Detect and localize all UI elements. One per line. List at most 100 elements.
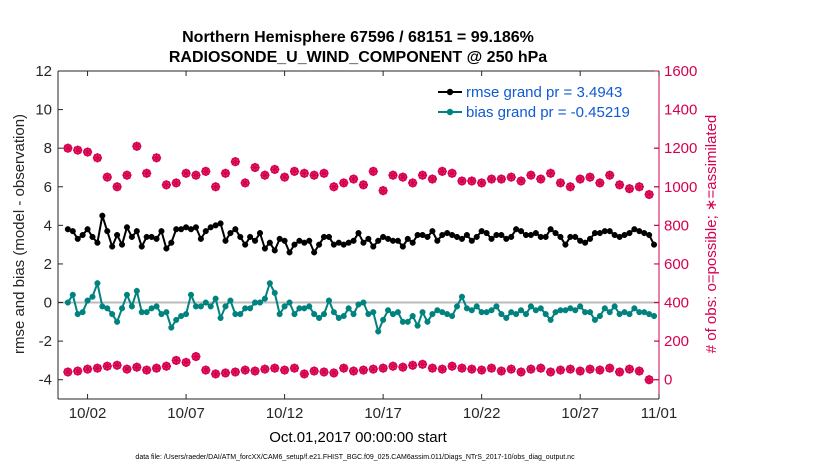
- rmse-point: [109, 243, 116, 250]
- obs-assimilated-point: [467, 364, 477, 374]
- bias-point: [261, 295, 268, 302]
- obs-assimilated-point-upper: [644, 189, 654, 200]
- rmse-point: [542, 233, 549, 240]
- bias-point: [601, 305, 608, 312]
- rmse-point: [552, 230, 559, 237]
- bias-point: [79, 309, 86, 316]
- obs-assimilated-point-upper: [112, 182, 122, 192]
- bias-point: [468, 307, 475, 314]
- obs-assimilated-point-upper: [280, 172, 290, 182]
- obs-assimilated-point-upper: [437, 166, 447, 176]
- obs-assimilated-point-upper: [526, 170, 536, 180]
- y-left-tick-label: 4: [44, 217, 52, 234]
- obs-assimilated-point: [299, 369, 309, 379]
- obs-assimilated-point: [211, 369, 221, 379]
- bias-point: [320, 311, 328, 318]
- obs-assimilated-point-upper: [348, 174, 359, 184]
- bias-point: [547, 316, 554, 323]
- rmse-point: [572, 233, 579, 240]
- rmse-point: [104, 228, 111, 235]
- obs-assimilated-point: [142, 365, 152, 375]
- rmse-point: [325, 233, 332, 240]
- obs-assimilated-point: [585, 364, 595, 374]
- bias-point: [276, 311, 283, 318]
- bias-point: [247, 305, 254, 312]
- obs-assimilated-point-upper: [181, 168, 191, 178]
- obs-assimilated-point-upper: [230, 157, 240, 167]
- bias-point: [493, 303, 500, 310]
- rmse-point: [197, 235, 204, 242]
- bias-point: [89, 293, 96, 300]
- x-tick-label: 11/01: [641, 405, 677, 422]
- rmse-point: [468, 237, 475, 244]
- rmse-point: [74, 235, 81, 242]
- obs-assimilated-point-upper: [427, 174, 437, 184]
- bias-point: [375, 328, 382, 335]
- rmse-point: [355, 230, 362, 237]
- bias-point: [498, 311, 505, 318]
- bias-point: [173, 316, 180, 323]
- obs-assimilated-point: [270, 363, 280, 373]
- rmse-point: [306, 237, 313, 244]
- obs-assimilated-point: [260, 364, 270, 374]
- obs-assimilated-point: [161, 361, 171, 371]
- y-left-tick-label: 10: [35, 102, 52, 119]
- obs-assimilated-point-upper: [358, 180, 369, 190]
- rmse-point: [114, 231, 121, 239]
- obs-assimilated-point: [230, 367, 240, 377]
- bias-point: [651, 312, 658, 320]
- obs-assimilated-point: [496, 366, 506, 376]
- bias-point: [518, 307, 525, 314]
- y-right-tick-label: 1200: [664, 140, 697, 157]
- obs-assimilated-point: [191, 351, 201, 362]
- bias-point: [385, 307, 392, 314]
- obs-assimilated-point-upper: [536, 174, 546, 184]
- obs-assimilated-point-upper: [250, 162, 260, 173]
- rmse-point: [163, 245, 170, 252]
- obs-assimilated-point-upper: [132, 141, 142, 151]
- bias-point: [606, 309, 613, 316]
- rmse-point: [350, 237, 357, 244]
- rmse-point: [394, 237, 401, 244]
- bias-point: [542, 311, 549, 318]
- obs-assimilated-point: [506, 364, 516, 374]
- obs-assimilated-point: [171, 355, 181, 366]
- bias-point: [380, 316, 387, 323]
- rmse-point: [311, 249, 318, 256]
- x-tick-label: 10/17: [364, 405, 402, 422]
- bias-point: [572, 307, 579, 314]
- rmse-point: [606, 228, 613, 235]
- obs-assimilated-point: [388, 361, 398, 371]
- y-right-tick-label: 600: [664, 256, 689, 273]
- bias-point: [591, 316, 599, 323]
- rmse-point: [518, 228, 525, 235]
- obs-assimilated-point-upper: [417, 170, 428, 180]
- obs-assimilated-point: [132, 362, 142, 372]
- bias-point: [163, 309, 170, 316]
- chart-subtitle: RADIOSONDE_U_WIND_COMPONENT @ 250 hPa: [169, 49, 547, 66]
- obs-assimilated-point-upper: [319, 168, 329, 178]
- bias-point: [271, 289, 278, 296]
- rmse-point: [247, 233, 254, 240]
- rmse-point: [582, 239, 589, 246]
- obs-assimilated-point-upper: [634, 182, 644, 192]
- bias-point: [513, 311, 520, 318]
- bias-point: [183, 311, 190, 318]
- rmse-point: [153, 235, 160, 242]
- obs-assimilated-point-upper: [624, 184, 635, 194]
- obs-assimilated-point-upper: [73, 145, 83, 155]
- rmse-point: [242, 241, 249, 248]
- bias-point: [458, 293, 466, 300]
- x-tick-label: 10/22: [463, 405, 501, 422]
- legend-label-bias: bias grand pr = -0.45219: [466, 104, 630, 121]
- rmse-point: [89, 233, 96, 240]
- bias-point: [330, 309, 337, 316]
- bias-point: [143, 309, 150, 316]
- obs-assimilated-point-upper: [329, 182, 339, 192]
- obs-assimilated-point: [348, 366, 359, 376]
- bias-point: [626, 311, 633, 318]
- obs-assimilated-point: [82, 364, 93, 374]
- rmse-point: [79, 231, 86, 239]
- rmse-point: [399, 243, 406, 250]
- y-right-tick-label: 800: [664, 217, 689, 234]
